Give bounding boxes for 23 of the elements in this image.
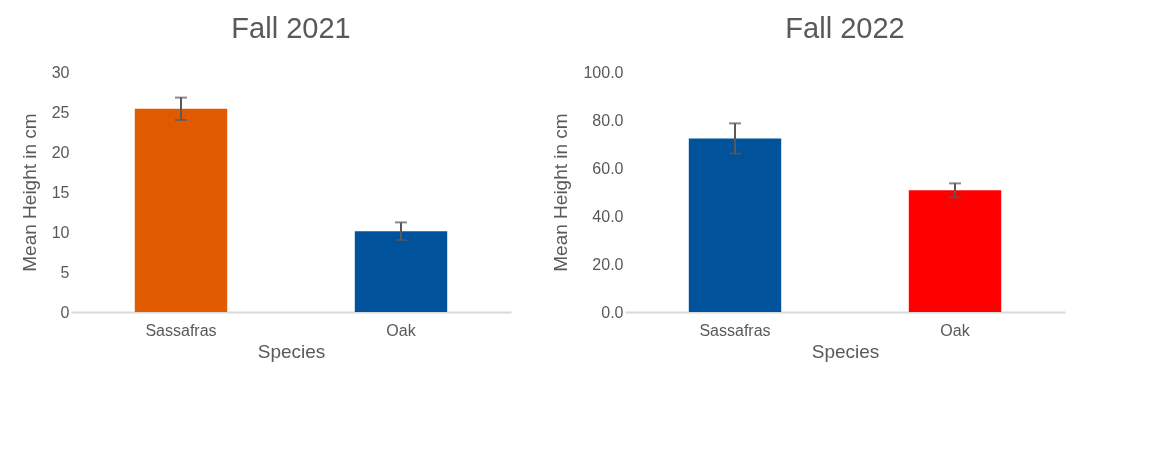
y-tick-label: 15 xyxy=(51,183,70,201)
y-axis-title: Mean Height in cm xyxy=(550,113,572,272)
y-tick-label: 100.0 xyxy=(583,63,624,81)
x-tick-label: Oak xyxy=(386,321,417,339)
y-tick-label: 20.0 xyxy=(592,255,624,273)
y-tick-label: 80.0 xyxy=(592,111,624,129)
y-tick-label: 0.0 xyxy=(601,303,624,321)
y-tick-label: 5 xyxy=(60,263,70,281)
x-axis-title: Species xyxy=(257,340,326,362)
chart-title: Fall 2021 xyxy=(231,12,351,44)
y-axis-title: Mean Height in cm xyxy=(18,113,40,272)
x-axis-title: Species xyxy=(811,340,880,362)
chart-title: Fall 2022 xyxy=(785,12,905,44)
x-tick-label: Sassafras xyxy=(145,321,217,339)
y-tick-label: 25 xyxy=(51,103,70,121)
y-tick-label: 0 xyxy=(60,303,70,321)
y-tick-label: 20 xyxy=(51,143,70,161)
y-tick-label: 30 xyxy=(51,63,70,81)
y-tick-label: 60.0 xyxy=(592,159,624,177)
y-tick-label: 10 xyxy=(51,223,70,241)
y-tick-label: 40.0 xyxy=(592,207,624,225)
x-tick-label: Oak xyxy=(940,321,971,339)
x-tick-label: Sassafras xyxy=(699,321,771,339)
